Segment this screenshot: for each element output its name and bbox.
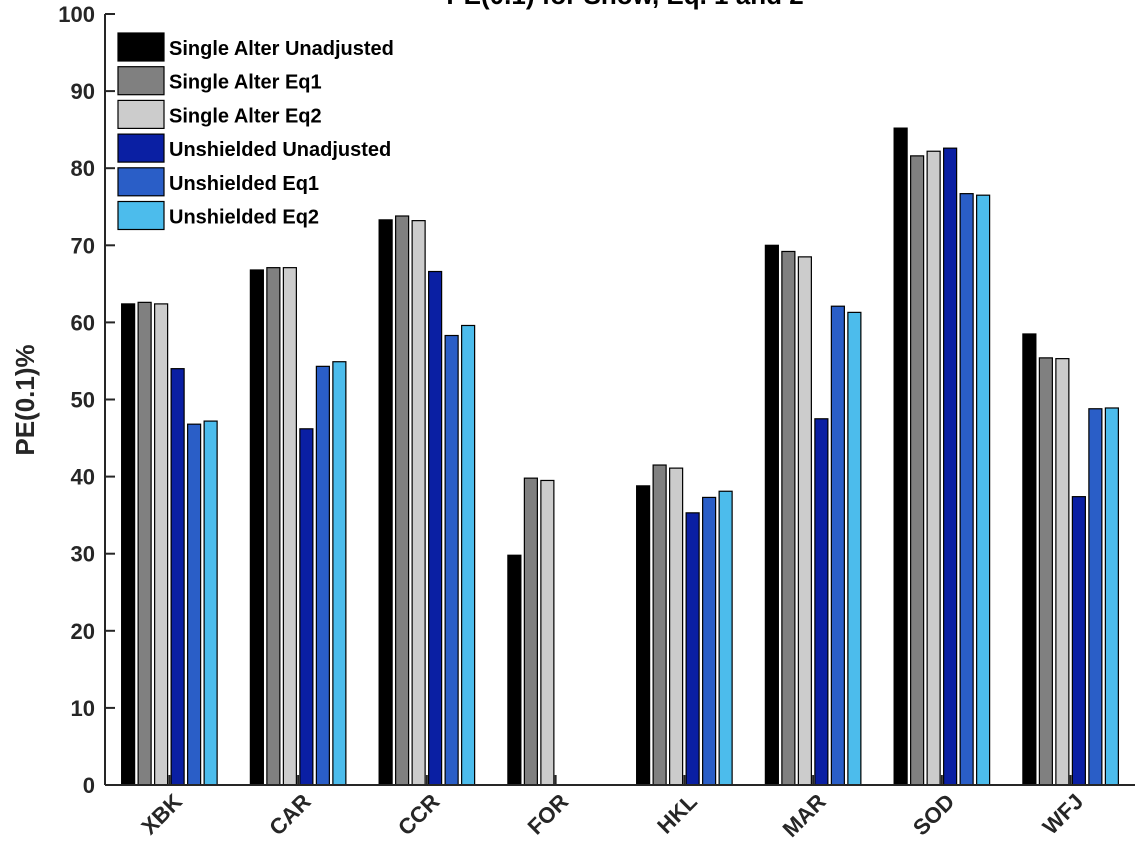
y-tick-label: 0 (83, 773, 95, 798)
legend-label: Single Alter Unadjusted (169, 38, 394, 60)
bar-wfj-series-1 (1022, 333, 1037, 786)
x-tick-label: FOR (523, 789, 574, 840)
y-tick-label: 90 (71, 79, 95, 104)
bar-ccr-series-3 (411, 220, 426, 786)
bar-xbk-series-6 (203, 420, 218, 786)
bar-hkl-series-1 (636, 485, 651, 786)
legend-label: Single Alter Eq1 (169, 72, 322, 94)
bar-xbk-series-5 (187, 423, 202, 786)
bar-car-series-6 (332, 361, 347, 786)
x-tick-label: WFJ (1038, 789, 1089, 840)
bar-sod-series-4 (943, 147, 958, 786)
bar-sod-series-5 (959, 193, 974, 786)
bar-car-series-5 (315, 365, 330, 786)
bar-sod-series-3 (926, 150, 941, 786)
bar-xbk-series-3 (154, 303, 169, 786)
bar-sod-series-2 (910, 155, 925, 786)
x-tick-label: SOD (908, 789, 959, 840)
bar-hkl-series-6 (718, 490, 733, 786)
bar-for-series-3 (540, 479, 555, 786)
bar-hkl-series-2 (652, 464, 667, 786)
legend: Single Alter Unadjusted Single Alter Eq1 S… (117, 32, 394, 231)
legend-label: Unshielded Unadjusted (169, 139, 391, 161)
bar-hkl-series-3 (669, 467, 684, 786)
y-tick-label: 50 (71, 388, 95, 413)
bar-mar-series-1 (764, 244, 779, 786)
bar-hkl-series-5 (702, 496, 717, 786)
bar-for-series-2 (523, 477, 538, 786)
bar-ccr-series-5 (444, 334, 459, 786)
y-tick-label: 60 (71, 310, 95, 335)
bar-car-series-4 (299, 428, 314, 786)
legend-swatch (117, 133, 165, 163)
y-tick-label: 100 (58, 2, 95, 27)
bar-xbk-series-4 (170, 368, 185, 786)
bar-wfj-series-4 (1071, 496, 1086, 786)
bar-ccr-series-2 (395, 215, 410, 786)
bar-for-series-1 (507, 554, 522, 786)
bar-wfj-series-3 (1055, 358, 1070, 786)
legend-label: Unshielded Eq2 (169, 207, 319, 229)
bar-mar-series-5 (830, 305, 845, 786)
y-tick-label: 80 (71, 156, 95, 181)
bar-car-series-1 (249, 269, 264, 786)
y-tick-label: 10 (71, 696, 95, 721)
bar-wfj-series-6 (1104, 407, 1119, 786)
y-tick-label: 20 (71, 619, 95, 644)
y-tick-label: 30 (71, 542, 95, 567)
legend-swatch (117, 99, 165, 130)
bar-ccr-series-1 (378, 219, 393, 786)
bar-car-series-3 (282, 267, 297, 786)
bar-mar-series-4 (814, 418, 829, 786)
legend-swatch (117, 66, 165, 96)
y-axis: 0 10 20 30 40 50 60 70 80 90 100 (58, 2, 115, 798)
bar-sod-series-1 (893, 127, 908, 786)
bar-sod-series-6 (976, 194, 991, 786)
x-tick-label: XBK (136, 789, 187, 840)
legend-swatch (117, 200, 165, 231)
bar-ccr-series-6 (461, 324, 476, 786)
bar-mar-series-6 (847, 311, 862, 786)
x-tick-label: CCR (393, 789, 444, 840)
y-tick-label: 40 (71, 465, 95, 490)
legend-swatch (117, 32, 165, 62)
bar-hkl-series-4 (685, 512, 700, 786)
legend-label: Single Alter Eq2 (169, 105, 322, 127)
x-tick-label: HKL (652, 789, 702, 839)
bar-mar-series-2 (781, 250, 796, 786)
y-tick-label: 70 (71, 233, 95, 258)
bar-car-series-2 (266, 267, 281, 786)
bar-mar-series-3 (797, 256, 812, 786)
legend-swatch (117, 167, 165, 197)
x-tick-label: MAR (778, 789, 831, 842)
bars (121, 127, 1119, 786)
bar-xbk-series-1 (121, 303, 136, 786)
bar-wfj-series-5 (1088, 408, 1103, 786)
legend-label: Unshielded Eq1 (169, 173, 319, 195)
bar-ccr-series-4 (428, 270, 443, 786)
chart-title: PE(0.1) for Snow, Eq. 1 and 2 (446, 0, 803, 10)
x-tick-label: CAR (264, 789, 315, 840)
bar-wfj-series-2 (1038, 357, 1053, 786)
y-axis-title: PE(0.1)% (10, 344, 40, 455)
bar-xbk-series-2 (137, 301, 152, 786)
